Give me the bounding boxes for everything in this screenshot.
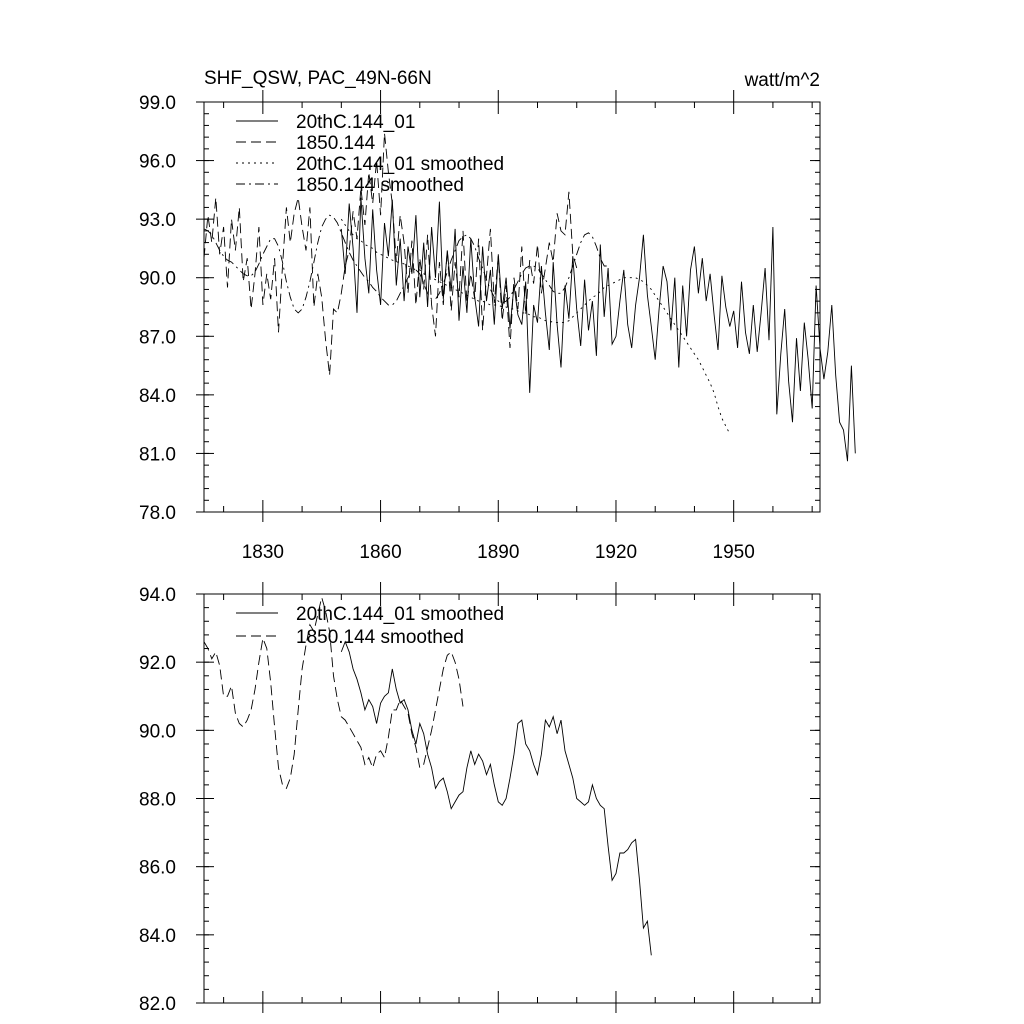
y-tick-label: 92.0 [139, 653, 176, 674]
x-tick-label: 1860 [359, 542, 401, 563]
y-tick-label: 86.0 [139, 858, 176, 879]
legend-label: 20thC.144_01 smoothed [296, 604, 504, 625]
y-tick-label: 99.0 [139, 93, 176, 114]
x-tick-label: 1920 [595, 542, 637, 563]
y-tick-label: 84.0 [139, 926, 176, 947]
y-tick-label: 94.0 [139, 585, 176, 606]
plot-frame [203, 101, 821, 513]
series-line [203, 133, 578, 376]
y-tick-label: 96.0 [139, 152, 176, 173]
bottom-panel: 82.0 84.0 86.0 88.0 90.0 92.0 94.0 20thC.144_01… [139, 582, 821, 1015]
legend-label: 1850.144 smoothed [296, 627, 464, 648]
legend-label: 1850.144 [296, 133, 376, 154]
y-tick-label: 90.0 [139, 721, 176, 742]
series-line [340, 197, 856, 462]
chart-title: SHF_QSW, PAC_49N-66N [204, 68, 432, 89]
legend-label: 1850.144 smoothed [296, 175, 464, 196]
y-tick-label: 87.0 [139, 327, 176, 348]
y-tick-label: 81.0 [139, 444, 176, 465]
legend-label: 20thC.144_01 smoothed [296, 154, 504, 175]
series-line [203, 214, 609, 314]
y-tick-label: 90.0 [139, 269, 176, 290]
y-tick-label: 84.0 [139, 386, 176, 407]
chart-units: watt/m^2 [744, 70, 820, 91]
y-tick-label: 82.0 [139, 994, 176, 1015]
x-tick-label: 1950 [713, 542, 755, 563]
y-tick-label: 93.0 [139, 210, 176, 231]
top-panel: SHF_QSW, PAC_49N-66N watt/m^2 78.0 81.0 84… [139, 68, 856, 563]
y-tick-label: 78.0 [139, 503, 176, 524]
series-line [203, 597, 464, 790]
x-tick-label: 1890 [477, 542, 519, 563]
x-tick-label: 1830 [242, 542, 284, 563]
y-tick-label: 88.0 [139, 790, 176, 811]
legend-label: 20thC.144_01 [296, 112, 415, 133]
series-line [340, 640, 652, 956]
plot-frame [203, 593, 821, 1004]
